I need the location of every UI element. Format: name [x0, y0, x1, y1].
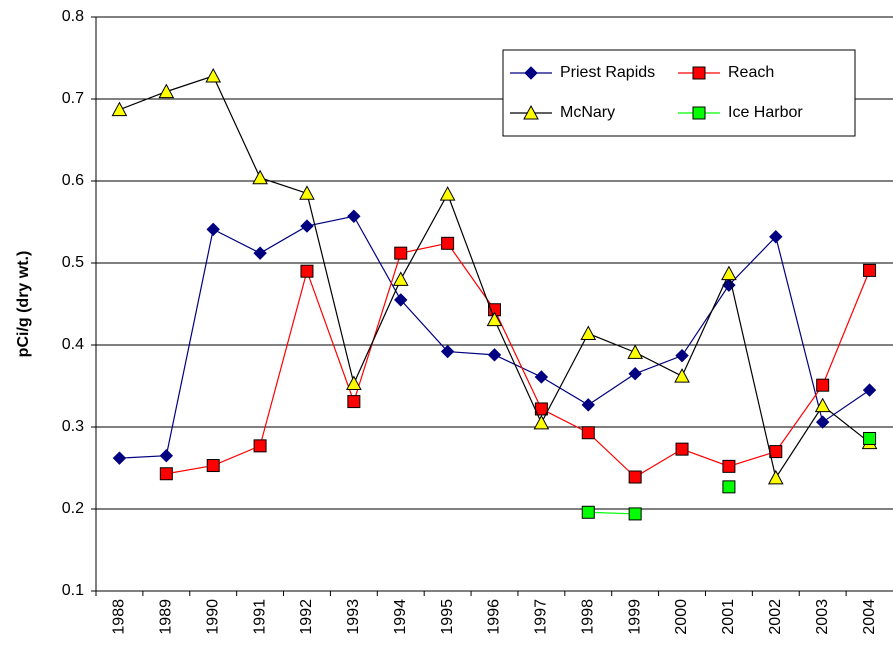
y-tick-label: 0.3 — [62, 418, 84, 435]
marker — [392, 271, 409, 286]
x-tick-label: 2004 — [861, 599, 878, 635]
series-line — [119, 215, 870, 459]
marker — [439, 186, 456, 201]
x-tick-label: 1992 — [298, 599, 315, 635]
marker — [524, 66, 538, 80]
marker — [533, 414, 550, 430]
marker — [581, 398, 595, 412]
x-tick-label: 1989 — [158, 599, 175, 635]
marker — [346, 375, 362, 391]
marker — [487, 348, 502, 362]
marker — [440, 344, 455, 359]
marker — [252, 169, 268, 185]
marker — [158, 83, 175, 99]
x-tick-label: 1991 — [251, 599, 268, 635]
legend-label: McNary — [560, 104, 615, 121]
x-tick-label: 1995 — [439, 599, 456, 635]
x-tick-label: 1996 — [486, 599, 503, 635]
legend-box — [502, 49, 856, 137]
marker — [628, 507, 642, 521]
marker — [581, 426, 595, 440]
marker — [159, 467, 173, 481]
marker — [580, 325, 597, 341]
marker — [816, 378, 830, 392]
x-tick-label: 1988 — [111, 599, 128, 635]
marker — [721, 265, 737, 281]
marker — [767, 469, 784, 485]
marker — [206, 222, 220, 237]
marker — [581, 505, 595, 519]
marker — [205, 67, 222, 83]
x-tick-label: 2001 — [720, 599, 737, 635]
y-tick-label: 0.4 — [62, 336, 84, 353]
x-tick-label: 1993 — [345, 599, 362, 635]
series-line — [166, 242, 871, 478]
marker — [253, 439, 267, 453]
x-tick-label: 1997 — [533, 599, 550, 635]
legend: Priest Rapids Reach McNary Ice Harbor — [502, 49, 856, 137]
marker — [441, 236, 455, 250]
marker — [253, 246, 267, 260]
x-tick-label: 2000 — [673, 599, 690, 635]
marker — [863, 431, 877, 445]
marker — [627, 344, 643, 359]
marker — [692, 66, 706, 80]
marker — [523, 104, 539, 120]
y-tick-label: 0.8 — [62, 8, 84, 25]
marker — [863, 263, 877, 277]
x-tick-label: 1994 — [392, 599, 409, 635]
marker — [769, 230, 783, 244]
marker — [674, 368, 690, 383]
marker — [347, 395, 361, 409]
x-tick-label: 2003 — [814, 599, 831, 635]
marker — [112, 451, 127, 465]
marker — [815, 415, 830, 429]
marker — [722, 459, 736, 473]
x-tick-label: 1990 — [204, 599, 221, 635]
marker — [675, 348, 689, 363]
marker — [111, 101, 128, 117]
legend-label: Reach — [728, 64, 774, 81]
marker — [206, 459, 220, 473]
marker — [628, 470, 642, 484]
y-tick-label: 0.5 — [62, 254, 84, 271]
marker — [394, 293, 408, 307]
x-tick-label: 1999 — [626, 599, 643, 635]
marker — [534, 370, 549, 384]
marker — [769, 445, 783, 459]
marker — [814, 397, 831, 413]
marker — [347, 209, 361, 223]
y-axis-label: pCi/g (dry wt.) — [15, 251, 32, 358]
marker — [692, 106, 706, 120]
marker — [628, 366, 642, 381]
marker — [300, 264, 314, 278]
x-tick-label: 2002 — [767, 599, 784, 635]
y-tick-label: 0.7 — [62, 90, 84, 107]
legend-label: Priest Rapids — [560, 64, 655, 81]
legend-label: Ice Harbor — [728, 104, 803, 121]
y-tick-label: 0.1 — [62, 582, 84, 599]
y-tick-label: 0.6 — [62, 172, 84, 189]
marker — [300, 219, 314, 233]
x-tick-label: 1998 — [579, 599, 596, 635]
marker — [299, 185, 315, 200]
marker — [486, 311, 503, 327]
y-tick-label: 0.2 — [62, 500, 84, 517]
marker — [675, 442, 689, 456]
marker — [722, 480, 736, 494]
marker — [159, 448, 174, 463]
marker — [862, 383, 877, 397]
marker — [394, 246, 408, 260]
